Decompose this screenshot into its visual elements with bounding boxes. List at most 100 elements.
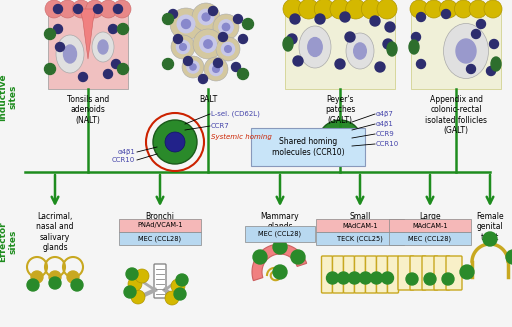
Circle shape (112, 60, 120, 68)
FancyBboxPatch shape (245, 226, 315, 242)
Circle shape (162, 59, 174, 70)
Circle shape (472, 29, 480, 39)
FancyBboxPatch shape (389, 219, 471, 232)
Circle shape (273, 240, 287, 254)
Text: Large
bowel: Large bowel (419, 212, 441, 232)
Circle shape (177, 15, 195, 33)
Circle shape (55, 43, 65, 51)
Circle shape (86, 0, 104, 18)
Circle shape (182, 20, 190, 28)
Circle shape (416, 60, 425, 68)
Circle shape (412, 32, 420, 42)
Circle shape (424, 273, 436, 285)
Circle shape (103, 70, 113, 78)
Text: CCR7: CCR7 (211, 123, 230, 129)
Circle shape (192, 3, 220, 31)
Circle shape (361, 0, 381, 19)
FancyBboxPatch shape (388, 256, 398, 293)
Circle shape (171, 35, 195, 59)
Circle shape (314, 0, 334, 19)
Circle shape (99, 0, 117, 18)
Circle shape (165, 291, 179, 305)
Circle shape (27, 279, 39, 291)
Circle shape (290, 14, 300, 24)
Circle shape (174, 288, 186, 300)
Circle shape (315, 14, 325, 24)
FancyBboxPatch shape (411, 9, 501, 89)
Circle shape (238, 68, 248, 79)
FancyBboxPatch shape (285, 9, 395, 89)
Circle shape (174, 35, 182, 43)
FancyBboxPatch shape (389, 232, 471, 245)
Circle shape (204, 57, 228, 81)
Circle shape (153, 120, 197, 164)
Circle shape (131, 290, 145, 304)
Circle shape (239, 35, 247, 43)
Circle shape (124, 286, 136, 298)
Circle shape (219, 20, 233, 34)
Circle shape (233, 14, 243, 24)
Circle shape (231, 62, 241, 72)
Circle shape (293, 56, 303, 66)
Circle shape (202, 13, 210, 21)
Circle shape (327, 272, 338, 284)
FancyBboxPatch shape (354, 256, 366, 293)
FancyBboxPatch shape (316, 232, 404, 245)
Circle shape (318, 120, 362, 164)
Circle shape (221, 43, 234, 56)
Circle shape (126, 268, 138, 280)
Circle shape (287, 34, 297, 44)
Circle shape (349, 272, 360, 284)
Text: α4β1: α4β1 (117, 149, 135, 155)
Circle shape (49, 271, 61, 283)
Circle shape (113, 0, 131, 18)
Circle shape (165, 132, 185, 152)
FancyBboxPatch shape (332, 256, 344, 293)
FancyBboxPatch shape (119, 219, 201, 232)
Circle shape (117, 63, 129, 75)
Circle shape (45, 63, 55, 75)
Circle shape (53, 25, 62, 33)
Circle shape (460, 265, 474, 279)
Ellipse shape (92, 32, 114, 62)
Circle shape (455, 0, 473, 18)
Circle shape (183, 57, 193, 65)
Circle shape (253, 250, 267, 264)
Ellipse shape (346, 33, 374, 69)
Text: Peyer's
patches
(GALT): Peyer's patches (GALT) (325, 95, 355, 125)
Ellipse shape (491, 57, 501, 71)
Text: Appendix and
colonic-rectal
isolated follicles
(GALT): Appendix and colonic-rectal isolated fol… (425, 95, 487, 135)
Circle shape (243, 19, 253, 29)
Circle shape (385, 22, 395, 32)
Circle shape (410, 0, 428, 18)
Text: L-sel. (CD62L): L-sel. (CD62L) (211, 111, 260, 117)
Circle shape (335, 59, 345, 69)
Circle shape (291, 250, 305, 264)
Text: CCR9: CCR9 (376, 131, 395, 137)
Circle shape (346, 0, 366, 19)
Text: CCR10: CCR10 (112, 157, 135, 163)
Circle shape (340, 12, 350, 22)
FancyBboxPatch shape (154, 264, 166, 298)
Circle shape (212, 66, 219, 72)
Circle shape (200, 36, 216, 52)
FancyBboxPatch shape (446, 256, 462, 290)
Circle shape (377, 0, 397, 19)
Text: Shared homing
molecules (CCR10): Shared homing molecules (CCR10) (272, 137, 344, 157)
Text: Effector
sites: Effector sites (0, 222, 18, 262)
Circle shape (176, 274, 188, 286)
Circle shape (506, 250, 512, 264)
Circle shape (406, 273, 418, 285)
Text: Inductive
sites: Inductive sites (0, 73, 18, 121)
Circle shape (298, 0, 318, 19)
Circle shape (171, 279, 185, 293)
Ellipse shape (354, 43, 366, 59)
Circle shape (190, 64, 196, 70)
Circle shape (425, 0, 443, 18)
Circle shape (273, 265, 287, 279)
Circle shape (489, 40, 499, 48)
FancyBboxPatch shape (48, 9, 128, 89)
Circle shape (128, 277, 142, 291)
Circle shape (74, 5, 82, 13)
Circle shape (213, 14, 239, 40)
